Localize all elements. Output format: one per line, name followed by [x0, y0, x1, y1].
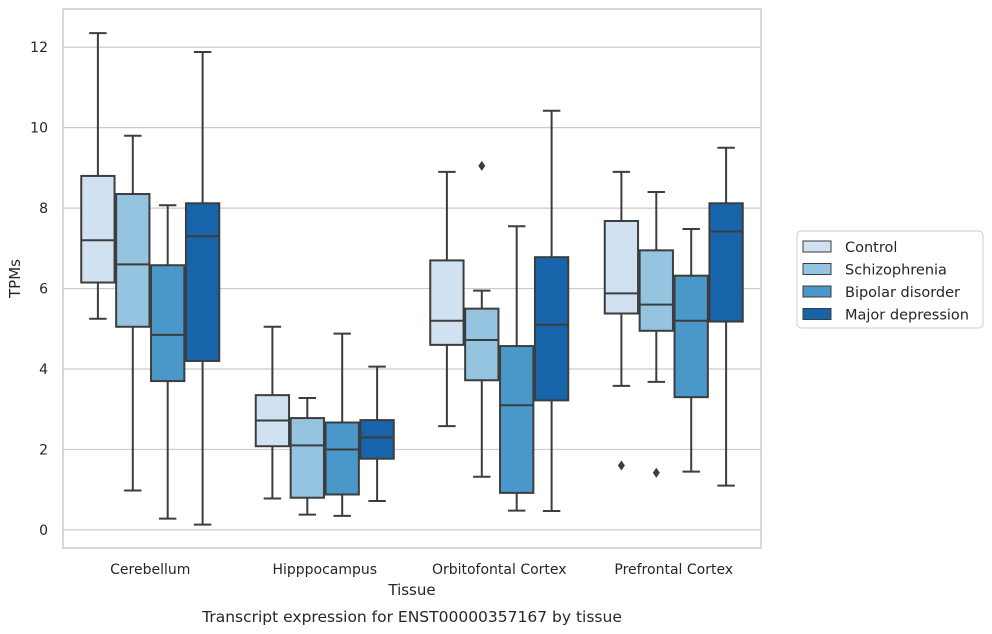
iqr-box [464, 307, 500, 382]
legend-entry: Bipolar disorder [845, 285, 960, 301]
iqr-box [359, 419, 395, 460]
legend-swatch [802, 263, 832, 275]
box-control [80, 32, 116, 320]
y-tick-label: 4 [39, 362, 48, 378]
x-tick-label: Prefrontal Cortex [614, 562, 733, 578]
box-control [429, 170, 465, 428]
plot-area-frame [62, 8, 762, 549]
y-tick-label: 12 [30, 40, 48, 56]
legend-swatch [802, 308, 832, 320]
x-axis-ticks: Cerebellum Hipppocampus Orbitofontal Corte… [110, 562, 733, 578]
iqr-box [429, 259, 465, 346]
box-schizophrenia [289, 396, 325, 516]
chart-caption: Transcript expression for ENST0000035716… [201, 608, 622, 626]
y-tick-label: 6 [39, 282, 48, 298]
iqr-box [499, 345, 535, 494]
outlier-point [478, 160, 486, 171]
x-tick-label: Orbitofontal Cortex [432, 562, 567, 578]
box-major-depression [533, 109, 570, 512]
box-schizophrenia [464, 160, 500, 478]
iqr-box [638, 249, 674, 332]
y-tick-label: 2 [39, 442, 48, 458]
iqr-box [289, 417, 325, 499]
legend-entry: Major depression [845, 308, 969, 324]
legend-swatch [802, 240, 832, 253]
legend-entry: Schizophrenia [845, 263, 947, 279]
iqr-box [324, 421, 360, 496]
box-control [254, 325, 291, 500]
legend-swatch [802, 285, 832, 298]
iqr-box [80, 174, 116, 284]
box-schizophrenia [115, 134, 151, 492]
box-bipolar-disorder [324, 332, 360, 517]
box-major-depression [184, 51, 221, 526]
outlier-point [652, 467, 660, 478]
y-axis-label: TPMs [6, 259, 24, 299]
iqr-box [533, 256, 570, 402]
iqr-box [708, 202, 744, 323]
box-control [603, 170, 640, 471]
outlier-point [617, 460, 625, 471]
y-axis-ticks: 0 2 4 6 8 10 12 [30, 40, 48, 539]
y-tick-label: 10 [30, 121, 48, 137]
x-tick-label: Cerebellum [110, 562, 190, 578]
boxes [80, 32, 744, 526]
x-tick-label: Hipppocampus [272, 562, 377, 578]
legend-entry: Control [845, 240, 897, 256]
iqr-box [673, 274, 709, 399]
legend: Control Schizophrenia Bipolar disorder Majo… [796, 230, 984, 329]
box-bipolar-disorder [499, 225, 535, 512]
iqr-box [150, 264, 186, 383]
box-bipolar-disorder [150, 204, 186, 520]
box-major-depression [708, 146, 744, 487]
legend-frame [796, 230, 984, 329]
box-major-depression [359, 365, 395, 502]
box-bipolar-disorder [673, 228, 709, 473]
iqr-box [603, 219, 640, 315]
iqr-box [115, 193, 151, 328]
y-tick-label: 0 [39, 523, 48, 539]
iqr-box [184, 202, 221, 362]
y-tick-label: 8 [39, 201, 48, 217]
x-axis-label: Tissue [387, 581, 435, 599]
box-schizophrenia [638, 191, 674, 478]
